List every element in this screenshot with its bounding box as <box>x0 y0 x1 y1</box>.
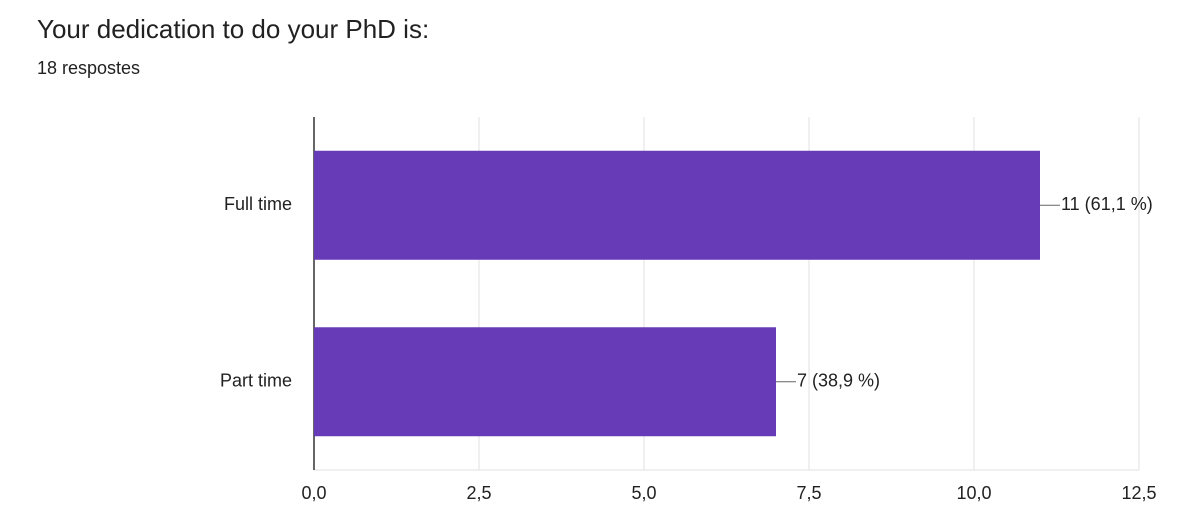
x-tick-label: 10,0 <box>956 483 991 503</box>
x-tick-label: 12,5 <box>1121 483 1156 503</box>
x-tick-label: 5,0 <box>631 483 656 503</box>
x-tick-label: 7,5 <box>796 483 821 503</box>
bar <box>314 150 1040 260</box>
bar <box>314 327 776 437</box>
x-tick-label: 0,0 <box>301 483 326 503</box>
value-label: 7 (38,9 %) <box>797 371 880 391</box>
chart-title: Your dedication to do your PhD is: <box>37 14 429 44</box>
x-tick-label: 2,5 <box>466 483 491 503</box>
y-tick-label: Part time <box>220 371 292 391</box>
value-label: 11 (61,1 %) <box>1061 194 1153 214</box>
y-tick-label: Full time <box>224 194 292 214</box>
chart-subtitle: 18 respostes <box>37 58 140 78</box>
